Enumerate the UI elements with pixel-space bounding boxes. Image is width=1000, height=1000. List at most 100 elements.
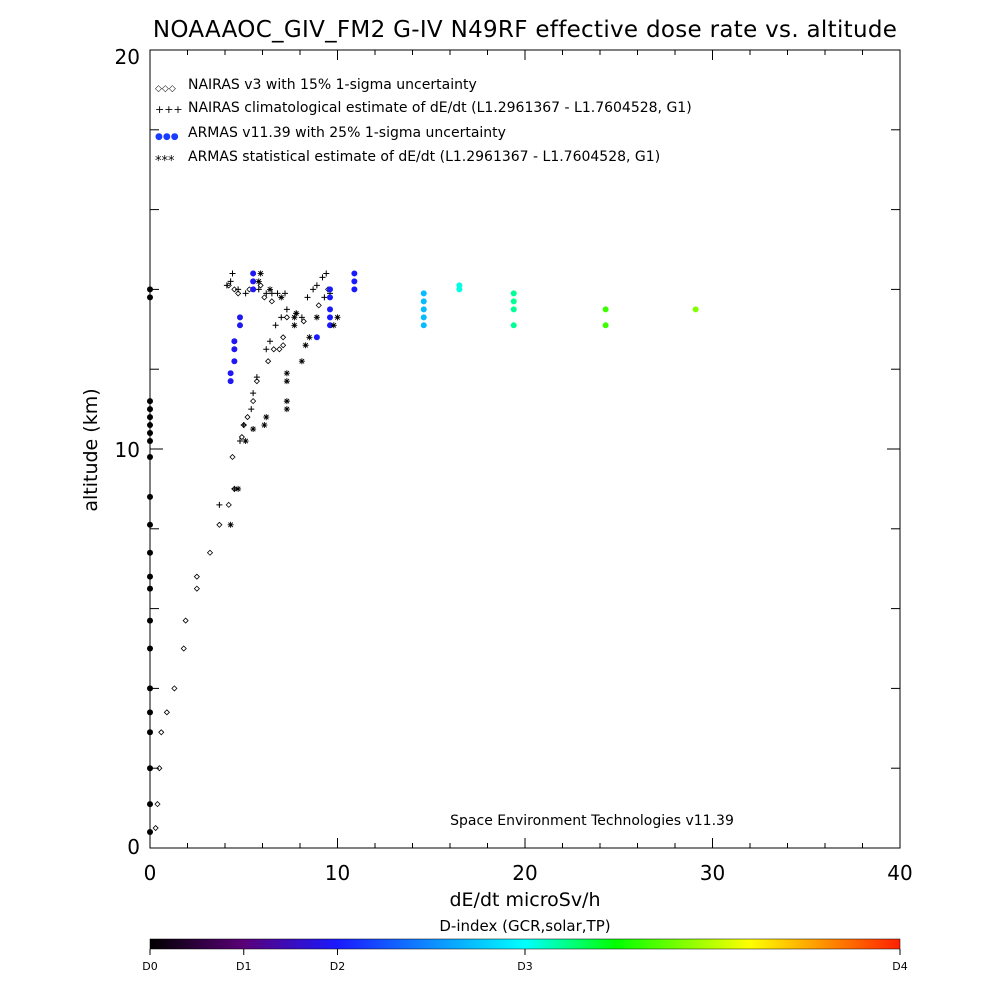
series-2-point-28 (237, 314, 243, 321)
series-2-point-6 (147, 645, 153, 652)
series-0-point-1 (154, 801, 161, 808)
series-2-point-52 (602, 322, 609, 329)
series-1-point-29 (321, 294, 328, 301)
series-2-point-41 (420, 322, 427, 329)
series-0-point-14 (229, 453, 236, 461)
series-3-point-6 (283, 406, 290, 413)
series-2-point-3 (147, 729, 153, 736)
series-3-point-21 (334, 314, 341, 321)
series-2-point-43 (420, 306, 427, 313)
series-2-point-44 (420, 298, 427, 305)
series-0-point-9 (193, 573, 200, 580)
series-1-point-15 (227, 278, 234, 285)
series-2-point-50 (510, 298, 517, 305)
series-2-point-18 (147, 406, 153, 413)
series-1-point-28 (323, 270, 330, 277)
series-2-point-24 (231, 358, 238, 365)
series-2-point-1 (147, 801, 153, 808)
series-2-point-29 (250, 286, 257, 293)
legend-label-2: ARMAS v11.39 with 25% 1-sigma uncertaint… (188, 125, 506, 141)
series-2-point-2 (147, 765, 153, 772)
series-2-point-38 (351, 286, 358, 293)
series-2-point-40 (351, 270, 358, 277)
series-2-point-11 (147, 521, 153, 528)
x-axis-label: dE/dt microSv/h (449, 889, 600, 911)
legend: ◇◇◇ NAIRAS v3 with 15% 1-sigma uncertain… (155, 77, 692, 169)
series-2-point-53 (602, 306, 609, 313)
series-2-point-54 (692, 306, 699, 313)
series-3-point-19 (293, 310, 300, 317)
x-tick-label-4: 40 (887, 861, 912, 885)
data-marks (147, 270, 699, 836)
series-2-point-8 (147, 585, 153, 592)
series-2-point-13 (147, 453, 153, 460)
series-3-point-17 (267, 286, 273, 293)
series-3-point-4 (261, 422, 268, 429)
legend-label-0: NAIRAS v3 with 15% 1-sigma uncertainty (188, 77, 477, 93)
series-3-point-15 (255, 278, 262, 285)
series-2-point-31 (250, 270, 257, 277)
series-0-point-20 (265, 358, 272, 365)
series-2-point-7 (147, 617, 153, 624)
series-1-point-24 (304, 294, 311, 301)
series-0-point-8 (193, 585, 200, 592)
series-2-point-23 (227, 370, 234, 377)
series-2-point-12 (147, 493, 153, 500)
legend-symbol-1: +++ (155, 103, 183, 116)
series-2-point-20 (147, 294, 153, 301)
x-tick-label-2: 20 (512, 861, 537, 885)
series-0-point-33 (300, 318, 307, 325)
series-2-point-32 (313, 334, 320, 341)
series-1-point-7 (263, 346, 270, 353)
series-2-point-5 (147, 685, 153, 692)
series-1-point-19 (255, 286, 262, 293)
series-3-point-12 (306, 334, 313, 341)
series-2-point-21 (147, 286, 153, 293)
series-2-point-22 (227, 378, 234, 385)
series-0-point-15 (238, 433, 245, 441)
y-tick-label-2: 20 (115, 45, 140, 69)
series-3-point-20 (330, 322, 337, 329)
series-0-point-30 (261, 294, 268, 301)
series-0-point-34 (315, 302, 322, 309)
series-2-point-4 (147, 709, 153, 716)
series-2-point-51 (510, 290, 517, 297)
series-2-point-37 (327, 286, 333, 293)
series-2-point-10 (147, 549, 153, 556)
series-2-point-39 (351, 278, 358, 285)
series-2-point-9 (147, 573, 153, 580)
series-3-point-11 (302, 342, 309, 349)
series-2-point-35 (327, 306, 333, 313)
series-0-point-19 (253, 378, 260, 385)
series-3-point-16 (257, 270, 264, 277)
series-2-point-42 (420, 314, 427, 321)
series-2-point-16 (147, 422, 153, 429)
series-2-point-27 (237, 322, 243, 329)
y-tick-label-0: 0 (127, 835, 140, 859)
series-3-point-18 (278, 294, 285, 301)
series-0-point-3 (158, 729, 165, 736)
series-3-point-9 (283, 370, 290, 377)
legend-symbol-3: *** (155, 154, 175, 169)
series-3-point-5 (263, 414, 270, 421)
series-1-point-4 (248, 406, 255, 413)
colorbar-label-4: D4 (892, 960, 907, 973)
chart-title: NOAAAOC_GIV_FM2 G-IV N49RF effective dos… (153, 17, 897, 43)
series-0-point-4 (163, 709, 170, 716)
colorbar-label-1: D1 (236, 960, 251, 973)
series-2-point-49 (510, 306, 517, 313)
series-1-point-26 (313, 282, 320, 289)
series-1-point-14 (223, 282, 230, 289)
series-0-point-6 (180, 645, 187, 652)
series-0-point-11 (216, 521, 223, 528)
series-3-point-3 (250, 426, 257, 433)
series-0-point-31 (268, 298, 275, 305)
series-1-point-11 (283, 306, 290, 313)
series-0-point-17 (244, 414, 251, 421)
series-0-point-24 (276, 346, 283, 353)
colorbar (149, 938, 901, 950)
series-0-point-27 (235, 290, 242, 297)
series-1-point-20 (263, 290, 270, 297)
axis-ticks (149, 49, 901, 849)
